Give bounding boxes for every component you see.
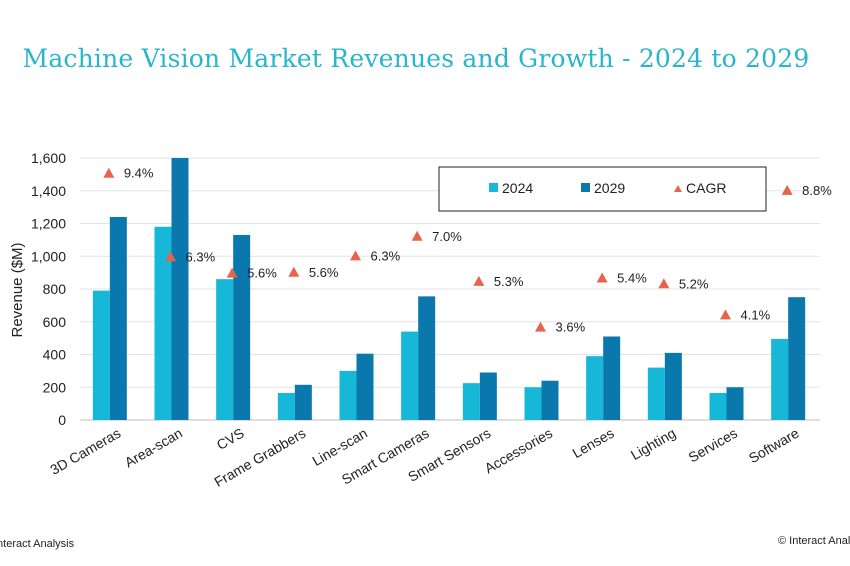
y-tick-label: 1,200 [31,216,66,232]
x-tick-label: Lighting [628,425,678,463]
cagr-marker [720,309,731,320]
footer-source: Interact Analysis [0,538,75,550]
y-tick-label: 1,000 [31,248,66,264]
cagr-label: 5.2% [679,276,709,291]
bar-2024 [709,392,727,420]
legend: 2024 2029 CAGR [438,166,767,212]
cagr-marker [350,250,361,261]
x-tick-label: Software [746,425,802,467]
bar-2024 [771,338,789,420]
x-tick-label: 3D Cameras [47,425,123,478]
cagr-marker [658,278,670,289]
bars [92,158,806,420]
legend-swatch-2029 [581,183,590,192]
bar-2029 [726,387,744,420]
bar-2024 [216,279,234,420]
bar-2024 [586,356,604,420]
y-tick-label: 1,600 [31,150,66,166]
cagr-marker [411,230,423,241]
cagr-label: 4.1% [741,307,771,322]
footer-copyright: © Interact Analysis [778,535,850,547]
x-tick-label: CVS [214,425,247,453]
bar-2029 [109,216,127,420]
x-tick-label: Lenses [570,425,617,461]
legend-swatch-2024 [489,183,498,192]
bar-2024 [462,383,480,420]
bar-2024 [647,367,665,420]
cagr-label: 9.4% [124,166,154,181]
bar-2024 [524,387,542,420]
cagr-marker [781,184,793,195]
y-tick-label: 200 [43,379,67,395]
y-tick-label: 0 [58,412,66,428]
legend-label-2024: 2024 [502,180,533,196]
cagr-marker [596,272,608,283]
cagr-marker [165,251,176,262]
cagr-label: 3.6% [556,320,586,335]
cagr-label: 6.3% [371,248,401,263]
gridlines [80,157,820,421]
bar-2024 [154,226,172,420]
bar-2024 [92,290,110,420]
bar-2024 [277,392,295,420]
cagr-label: 5.4% [617,271,647,286]
cagr-label: 5.6% [247,266,277,281]
bar-2029 [603,336,621,420]
cagr-label: 5.6% [309,265,339,280]
bar-2029 [664,352,682,420]
cagr-marker [535,321,546,332]
bar-2024 [339,370,357,420]
legend-marker-cagr [674,185,682,192]
cagr-label: 6.3% [186,249,216,264]
cagr-marker [473,275,485,286]
bar-2024 [401,331,419,420]
y-tick-label: 1,400 [31,183,66,199]
x-tick-label: Area-scan [122,425,185,471]
y-tick-label: 400 [43,347,67,363]
bar-2029 [233,234,251,420]
bar-2029 [788,297,806,420]
x-tick-label: Accessories [482,425,555,477]
cagr-label: 5.3% [494,274,524,289]
y-tick-label: 600 [43,314,67,330]
bar-2029 [479,372,497,420]
legend-label-cagr: CAGR [686,180,726,196]
bar-2029 [541,380,559,420]
cagr-marker [226,267,238,278]
cagr-marker [288,266,300,277]
x-tick-label: Services [686,425,740,466]
y-axis: 0 200 400 600 800 1,000 1,200 1,400 1,600 [31,150,66,428]
y-tick-label: 800 [43,281,67,297]
bar-2029 [171,158,189,420]
cagr-label: 8.8% [802,183,832,198]
chart-title: Machine Vision Market Revenues and Growt… [22,44,810,73]
bar-2029 [294,384,312,420]
bar-2029 [356,353,374,420]
bar-2029 [418,296,436,420]
cagr-label: 7.0% [432,229,462,244]
legend-label-2029: 2029 [594,180,625,196]
cagr-marker [103,167,115,178]
cagr-markers: 9.4% 6.3% 5.6% 5.6% 6.3% 7.0% 5.3% 3.6% 5.4% 5.2%… [103,166,832,335]
y-axis-label: Revenue ($M) [9,242,26,337]
